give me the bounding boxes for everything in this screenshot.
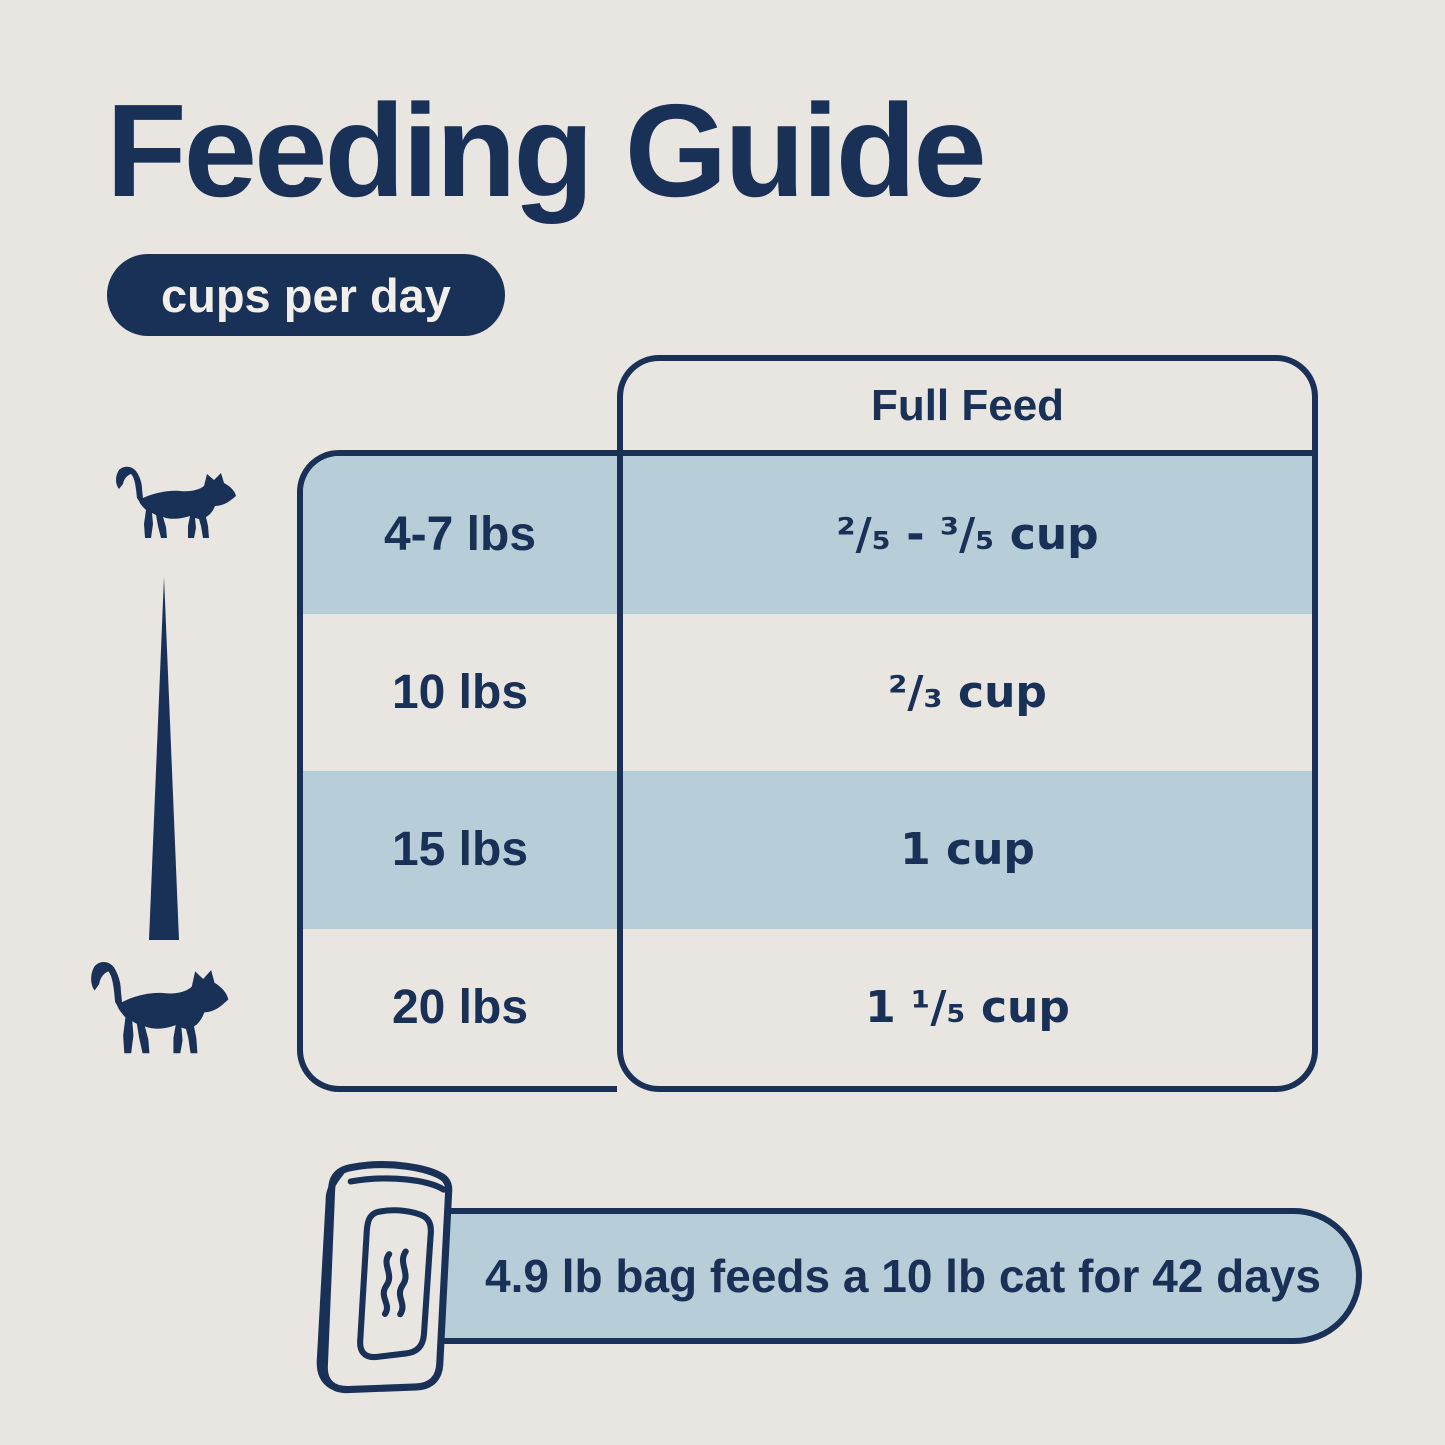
amount-cell: ²/₅ - ³/₅ cup xyxy=(836,509,1099,561)
footer-note-pill: 4.9 lb bag feeds a 10 lb cat for 42 days xyxy=(362,1208,1362,1344)
table-row: 4-7 lbs xyxy=(303,456,617,614)
food-bag-icon xyxy=(316,1161,453,1394)
column-header-full-feed: Full Feed xyxy=(870,380,1065,430)
amount-cell: ²/₃ cup xyxy=(888,666,1047,718)
bag-outline xyxy=(320,1161,453,1394)
bag-top-fold-line xyxy=(347,1175,447,1193)
weight-rows: 4-7 lbs 10 lbs 15 lbs 20 lbs xyxy=(303,456,617,1086)
table-row: 15 lbs xyxy=(303,771,617,929)
steam-icon xyxy=(380,1251,393,1317)
table-row: 1 ¹/₅ cup xyxy=(623,929,1312,1087)
table-row: ²/₃ cup xyxy=(623,614,1312,772)
full-feed-column: Full Feed ²/₅ - ³/₅ cup ²/₃ cup 1 cup 1 … xyxy=(617,355,1318,1092)
page-title: Feeding Guide xyxy=(106,77,987,224)
weight-cell: 20 lbs xyxy=(391,980,529,1034)
table-row: ²/₅ - ³/₅ cup xyxy=(623,456,1312,614)
bag-label-outline xyxy=(357,1207,434,1361)
large-cat-icon xyxy=(91,962,229,1054)
footer-note-text: 4.9 lb bag feeds a 10 lb cat for 42 days xyxy=(484,1250,1322,1302)
table-row: 20 lbs xyxy=(303,929,617,1087)
amount-rows: ²/₅ - ³/₅ cup ²/₃ cup 1 cup 1 ¹/₅ cup xyxy=(623,450,1312,1086)
weight-cell: 15 lbs xyxy=(391,823,529,877)
table-row: 1 cup xyxy=(623,771,1312,929)
amount-cell: 1 ¹/₅ cup xyxy=(865,981,1070,1033)
weight-column: 4-7 lbs 10 lbs 15 lbs 20 lbs xyxy=(297,450,617,1092)
table-row: 10 lbs xyxy=(303,614,617,772)
weight-cell: 4-7 lbs xyxy=(383,508,537,562)
steam-icon xyxy=(396,1248,409,1318)
weight-cell: 10 lbs xyxy=(391,665,529,719)
bag-gusset-line xyxy=(316,1169,345,1389)
cups-per-day-badge: cups per day xyxy=(107,254,505,336)
small-cat-icon xyxy=(116,466,236,538)
amount-cell: 1 cup xyxy=(900,824,1035,876)
size-scale-wedge xyxy=(149,577,179,940)
